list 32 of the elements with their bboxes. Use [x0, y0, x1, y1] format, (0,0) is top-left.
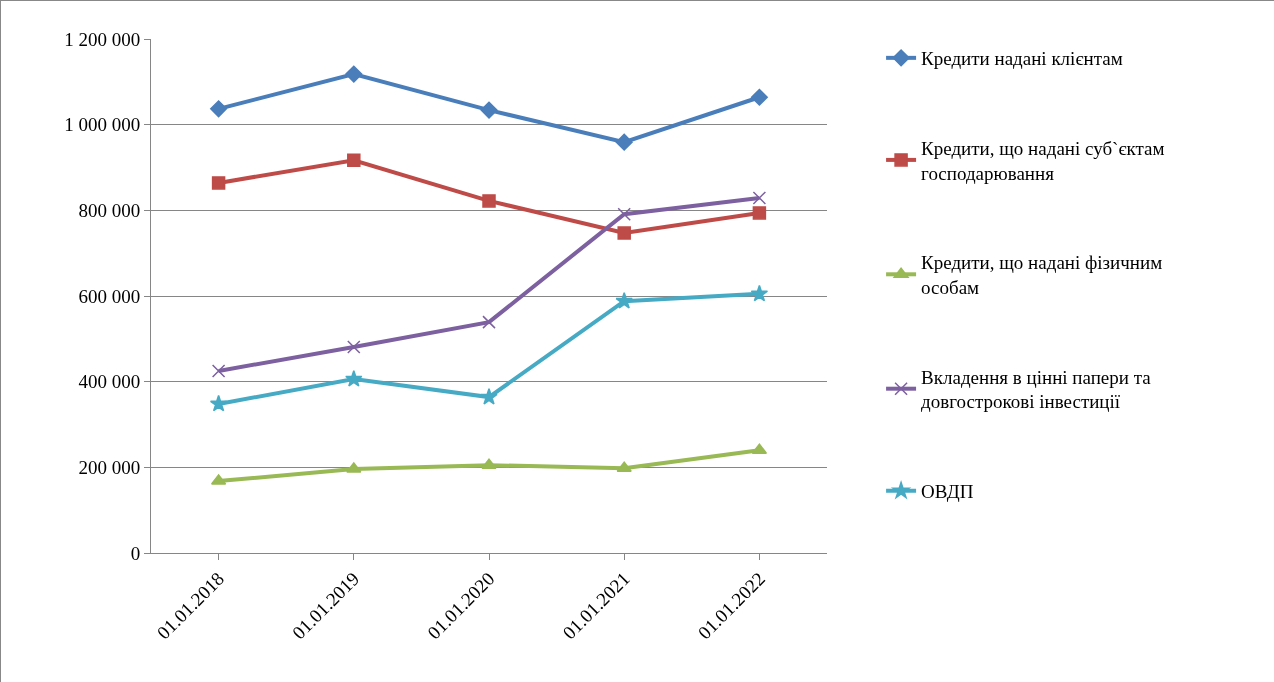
- point: [752, 206, 767, 220]
- point: [750, 88, 768, 106]
- legend-label: Кредити, що надані суб`єктам господарювання: [921, 137, 1165, 184]
- point: [211, 364, 226, 378]
- y-tick-label: 800 000: [78, 199, 141, 221]
- y-tick-label: 200 000: [78, 456, 141, 478]
- point: [211, 176, 226, 190]
- y-tick-label: 400 000: [78, 371, 141, 393]
- point: [615, 291, 633, 309]
- point: [617, 226, 631, 240]
- point: [752, 191, 767, 205]
- point: [210, 100, 228, 118]
- point: [345, 369, 363, 387]
- point: [480, 101, 498, 119]
- y-tick-label: 0: [130, 542, 141, 564]
- y-tick-label: 1 000 000: [64, 114, 141, 136]
- point: [750, 284, 769, 302]
- point: [615, 133, 633, 151]
- y-tick-label: 1 200 000: [64, 28, 141, 50]
- y-tick-label: 600 000: [78, 285, 141, 307]
- legend-label: ОВДП: [921, 481, 974, 503]
- point: [347, 153, 361, 167]
- legend-label: Кредити надані клієнтам: [921, 48, 1123, 70]
- point: [345, 65, 363, 83]
- legend-label: Вкладення в цінні папери та довгострокові інвестиції: [921, 366, 1152, 413]
- point: [482, 194, 496, 208]
- point: [617, 207, 631, 221]
- point: [347, 340, 361, 354]
- point: [480, 387, 498, 405]
- legend-label: Кредити, що надані фізичним особам: [921, 252, 1163, 299]
- point: [482, 315, 496, 329]
- point: [209, 394, 228, 412]
